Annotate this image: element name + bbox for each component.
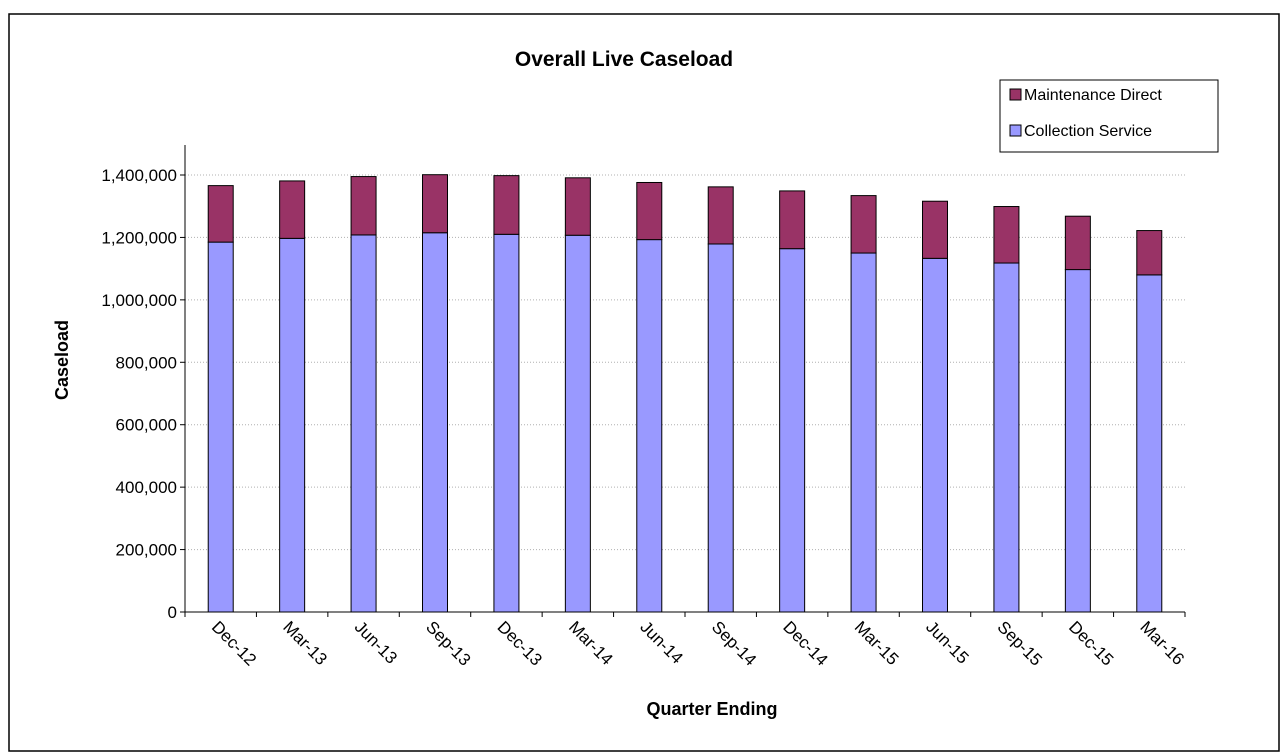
legend-box <box>999 79 1219 153</box>
bar-collection-service <box>422 232 448 613</box>
bar-collection-service <box>850 252 877 613</box>
bar-maintenance-direct <box>707 186 734 245</box>
y-tick-label: 600,000 <box>116 416 177 435</box>
legend-label-maintenance-direct: Maintenance Direct <box>1024 87 1162 104</box>
bar-maintenance-direct <box>850 195 877 254</box>
bar-collection-service <box>993 262 1020 613</box>
bar-collection-service <box>1064 269 1091 613</box>
bar-collection-service <box>636 239 663 613</box>
legend-swatch-collection-service <box>1009 124 1022 137</box>
bar-maintenance-direct <box>207 185 234 243</box>
bar-maintenance-direct <box>993 206 1020 264</box>
bar-maintenance-direct <box>422 174 448 234</box>
x-axis-title: Quarter Ending <box>646 699 777 719</box>
bar-collection-service <box>279 237 306 613</box>
bar-maintenance-direct <box>922 200 948 259</box>
y-tick-labels: 0 200,000 400,000 600,000 800,000 1,000,000 1,… <box>101 166 185 622</box>
y-tick-label: 0 <box>168 603 177 622</box>
bars <box>207 174 1163 613</box>
legend-swatch-maintenance-direct <box>1009 88 1022 101</box>
chart-title: Overall Live Caseload <box>515 48 733 71</box>
bar-collection-service <box>1136 274 1163 613</box>
legend: Maintenance Direct Collection Service <box>999 79 1219 153</box>
y-axis-title: Caseload <box>52 320 72 400</box>
bar-maintenance-direct <box>564 177 591 236</box>
bar-maintenance-direct <box>636 181 663 241</box>
bar-collection-service <box>779 248 806 613</box>
bar-collection-service <box>564 234 591 613</box>
bar-collection-service <box>493 233 520 613</box>
bar-maintenance-direct <box>779 190 806 250</box>
bar-collection-service <box>922 257 948 613</box>
bar-collection-service <box>350 234 377 613</box>
bar-maintenance-direct <box>350 176 377 236</box>
bar-maintenance-direct <box>1136 230 1163 276</box>
bar-maintenance-direct <box>1064 215 1091 271</box>
y-tick-label: 400,000 <box>116 478 177 497</box>
legend-label-collection-service: Collection Service <box>1024 123 1152 140</box>
y-tick-label: 1,400,000 <box>101 166 177 185</box>
bar-maintenance-direct <box>493 175 520 235</box>
y-tick-label: 800,000 <box>116 353 177 372</box>
y-tick-label: 200,000 <box>116 541 177 560</box>
bar-maintenance-direct <box>279 180 306 239</box>
y-tick-label: 1,000,000 <box>101 291 177 310</box>
y-tick-label: 1,200,000 <box>101 228 177 247</box>
bar-collection-service <box>207 241 234 613</box>
bar-collection-service <box>707 243 734 613</box>
